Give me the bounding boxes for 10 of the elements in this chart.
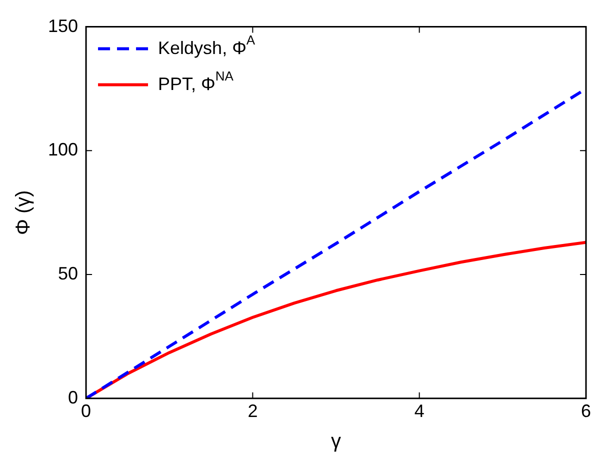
y-tick-label: 100 bbox=[48, 140, 78, 160]
x-tick-label: 4 bbox=[414, 401, 424, 422]
x-tick-label: 0 bbox=[81, 401, 92, 422]
y-tick-label: 0 bbox=[68, 387, 78, 408]
x-tick-label: 6 bbox=[580, 401, 592, 422]
y-tick-label: 150 bbox=[48, 16, 78, 36]
y-axis-title: Φ (γ) bbox=[12, 190, 35, 236]
x-axis-title: γ bbox=[331, 430, 342, 453]
x-tick-label: 2 bbox=[248, 401, 258, 422]
y-tick-label: 50 bbox=[58, 264, 78, 284]
